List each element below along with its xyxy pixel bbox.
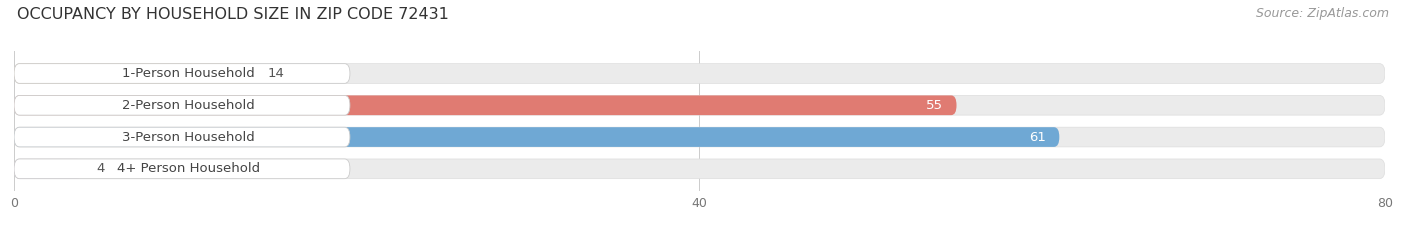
Text: 61: 61 xyxy=(1029,130,1046,144)
FancyBboxPatch shape xyxy=(14,159,83,179)
Text: 1-Person Household: 1-Person Household xyxy=(122,67,254,80)
FancyBboxPatch shape xyxy=(14,127,1385,147)
FancyBboxPatch shape xyxy=(14,64,350,83)
Text: Source: ZipAtlas.com: Source: ZipAtlas.com xyxy=(1256,7,1389,20)
Text: OCCUPANCY BY HOUSEHOLD SIZE IN ZIP CODE 72431: OCCUPANCY BY HOUSEHOLD SIZE IN ZIP CODE … xyxy=(17,7,449,22)
Text: 3-Person Household: 3-Person Household xyxy=(122,130,254,144)
FancyBboxPatch shape xyxy=(14,96,1385,115)
Text: 55: 55 xyxy=(925,99,943,112)
FancyBboxPatch shape xyxy=(14,159,350,179)
FancyBboxPatch shape xyxy=(14,127,1059,147)
Text: 2-Person Household: 2-Person Household xyxy=(122,99,254,112)
Text: 4+ Person Household: 4+ Person Household xyxy=(117,162,260,175)
FancyBboxPatch shape xyxy=(14,96,956,115)
FancyBboxPatch shape xyxy=(14,127,350,147)
FancyBboxPatch shape xyxy=(14,159,1385,179)
FancyBboxPatch shape xyxy=(14,64,254,83)
Text: 14: 14 xyxy=(267,67,284,80)
FancyBboxPatch shape xyxy=(14,96,350,115)
Text: 4: 4 xyxy=(96,162,104,175)
FancyBboxPatch shape xyxy=(14,64,1385,83)
